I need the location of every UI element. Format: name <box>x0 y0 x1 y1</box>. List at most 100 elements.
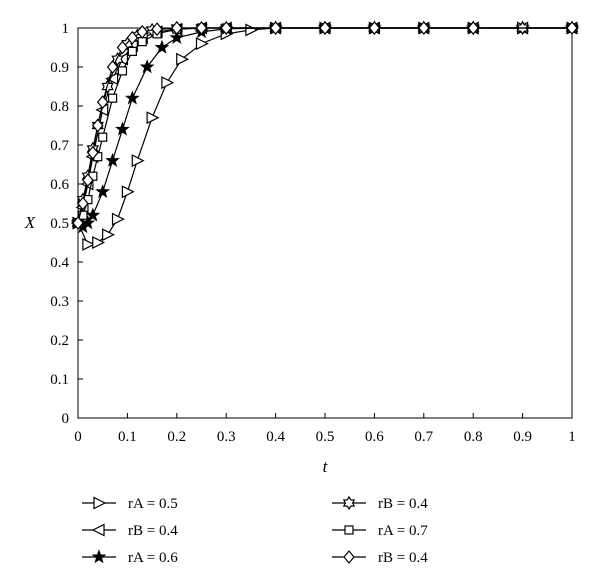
legend-item: rA = 0.7 <box>332 523 428 539</box>
data-point <box>136 24 149 39</box>
x-tick-label: 0 <box>74 429 82 445</box>
legend-item: rB = 0.4 <box>332 550 428 566</box>
series-line <box>77 27 572 228</box>
legend: rA = 0.5 rB = 0.4 rA = 0.6 rB = 0.4 rA = 0.7… <box>82 495 428 566</box>
data-point <box>245 23 259 37</box>
data-point <box>115 121 130 136</box>
data-point <box>319 21 331 35</box>
y-axis-title: X <box>24 213 36 232</box>
data-point <box>139 59 155 74</box>
data-point <box>77 196 89 211</box>
data-point <box>368 21 381 35</box>
data-point <box>82 237 96 251</box>
legend-label: rA = 0.7 <box>378 523 428 539</box>
legend-marker <box>344 525 354 535</box>
x-tick-label: 0.3 <box>217 429 236 445</box>
data-point <box>146 111 160 125</box>
legend-marker <box>342 495 356 511</box>
data-point <box>126 30 139 45</box>
data-point <box>195 21 208 35</box>
x-tick-label: 0.7 <box>414 429 433 445</box>
data-point <box>220 21 232 35</box>
data-point <box>467 21 479 35</box>
y-tick-label: 0.7 <box>50 138 69 154</box>
series-4 <box>71 20 579 231</box>
data-point <box>111 212 125 226</box>
series-line <box>77 27 572 224</box>
legend-item: rB = 0.4 <box>82 523 178 539</box>
data-point <box>154 39 170 54</box>
data-point <box>95 184 111 199</box>
data-point <box>98 132 108 142</box>
data-point <box>131 154 145 168</box>
data-point <box>195 37 209 51</box>
series-1 <box>72 21 580 251</box>
data-point <box>269 21 282 35</box>
x-tick-label: 0.4 <box>266 429 285 445</box>
plot-border <box>77 27 573 419</box>
y-tick-label: 0.5 <box>50 216 69 232</box>
x-axis: 0 0.1 0.2 0.3 0.4 0.5 0.6 0.7 0.8 0.9 1 <box>74 413 576 445</box>
data-point <box>80 215 96 230</box>
data-point <box>418 21 430 35</box>
y-tick-label: 0.2 <box>50 333 69 349</box>
y-tick-label: 0.3 <box>50 294 69 310</box>
data-point <box>105 152 120 167</box>
data-point <box>124 90 140 105</box>
data-point <box>117 66 128 76</box>
data-point <box>82 173 94 188</box>
y-tick-label: 1 <box>62 21 70 37</box>
series-3 <box>70 20 580 234</box>
x-tick-label: 0.9 <box>513 429 532 445</box>
legend-marker <box>93 496 107 510</box>
y-tick-label: 0.4 <box>50 255 69 271</box>
x-tick-label: 0.2 <box>167 429 186 445</box>
series-2 <box>70 21 578 230</box>
data-point <box>91 118 104 133</box>
legend-label: rA = 0.5 <box>128 496 178 512</box>
x-tick-label: 0.1 <box>118 429 137 445</box>
data-point <box>96 95 109 110</box>
y-axis: 0 0.1 0.2 0.3 0.4 0.5 0.6 0.7 0.8 0.9 1 <box>50 21 83 427</box>
data-point <box>171 21 183 35</box>
y-tick-label: 0.1 <box>50 372 69 388</box>
data-point <box>106 60 119 74</box>
series-6 <box>72 21 578 230</box>
y-tick-label: 0.6 <box>50 177 69 193</box>
legend-label: rB = 0.4 <box>378 496 428 512</box>
data-point <box>72 216 84 230</box>
data-point <box>121 185 135 199</box>
legend-item: rA = 0.6 <box>82 549 178 566</box>
data-point <box>107 93 118 103</box>
legend-marker <box>91 523 105 537</box>
data-point <box>102 228 115 242</box>
legend-label: rB = 0.4 <box>128 523 178 539</box>
legend-marker <box>343 550 355 564</box>
data-point <box>169 30 185 44</box>
series-line <box>77 27 572 224</box>
data-point <box>78 210 88 220</box>
legend-marker <box>91 549 107 564</box>
series-line <box>77 27 572 224</box>
y-tick-label: 0.9 <box>50 60 69 76</box>
x-tick-label: 1 <box>568 429 576 445</box>
data-point <box>137 37 147 47</box>
y-tick-label: 0 <box>62 411 70 427</box>
plot-area <box>77 27 573 419</box>
data-point <box>151 22 163 37</box>
data-point <box>176 52 190 66</box>
x-axis-title: t <box>323 457 329 476</box>
data-point <box>116 40 129 55</box>
data-point <box>127 46 137 57</box>
data-point <box>85 207 101 222</box>
legend-item: rA = 0.5 <box>82 496 178 512</box>
x-tick-label: 0.5 <box>316 429 335 445</box>
x-tick-label: 0.6 <box>365 429 384 445</box>
legend-item: rB = 0.4 <box>332 495 428 512</box>
series-layer <box>70 20 580 251</box>
legend-label: rB = 0.4 <box>378 550 428 566</box>
data-point <box>87 145 99 160</box>
y-tick-label: 0.8 <box>50 99 69 115</box>
data-point <box>161 76 175 90</box>
